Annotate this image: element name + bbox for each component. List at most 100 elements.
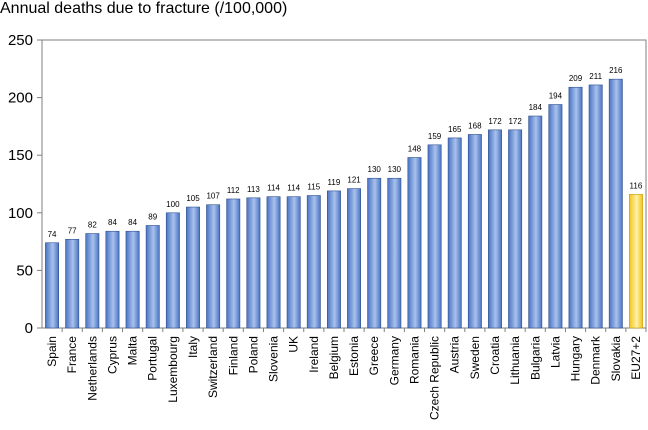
data-label: 74	[48, 230, 57, 239]
bar-switzerland	[206, 204, 221, 329]
data-label: 121	[347, 176, 361, 185]
x-tick-label: Germany	[387, 336, 401, 385]
bar-greece	[367, 177, 382, 329]
x-tick-label: Slovenia	[267, 336, 281, 382]
data-label: 130	[388, 165, 402, 174]
data-label: 107	[206, 192, 220, 201]
y-tick-label: 250	[8, 32, 33, 49]
y-tick-label: 150	[8, 147, 33, 164]
bar-italy	[186, 206, 200, 329]
data-label: 112	[227, 186, 240, 195]
bar-eu27-2	[628, 194, 643, 329]
bar-czech-republic	[427, 144, 442, 329]
bar-slovakia	[608, 78, 623, 329]
bar-luxembourg	[165, 212, 180, 329]
bar-poland	[246, 197, 261, 329]
x-tick-label: Lithuania	[508, 336, 522, 385]
x-tick-label: Finland	[226, 336, 240, 375]
bar-spain	[45, 242, 60, 329]
axes: 0 50 100 150 200 250	[8, 32, 647, 337]
bar-bulgaria	[528, 115, 543, 329]
x-tick-label: Romania	[407, 336, 421, 384]
data-label: 211	[589, 72, 602, 81]
x-tick-label: Switzerland	[206, 336, 220, 398]
x-tick-label: Denmark	[589, 335, 603, 385]
data-label: 115	[307, 183, 320, 192]
data-label: 209	[569, 74, 583, 83]
bar-estonia	[347, 188, 362, 329]
x-tick-label: Poland	[246, 336, 260, 373]
bar-portugal	[145, 225, 160, 329]
bar-cyprus	[105, 230, 120, 329]
data-label: 165	[448, 125, 462, 134]
x-tick-label: Luxembourg	[166, 336, 180, 403]
data-label: 130	[368, 165, 382, 174]
bar-hungary	[568, 86, 583, 329]
x-tick-label: Bulgaria	[528, 336, 542, 380]
bar-lithuania	[508, 129, 523, 329]
bar-romania	[407, 157, 422, 329]
bar-netherlands	[85, 233, 100, 329]
x-tick-label: Greece	[367, 336, 381, 376]
bar-finland	[226, 198, 241, 329]
bar-ireland	[306, 195, 321, 329]
x-tick-label: Italy	[186, 336, 200, 358]
y-tick-label: 200	[8, 90, 33, 107]
y-tick-label: 0	[25, 320, 33, 337]
bar-belgium	[326, 190, 341, 329]
data-label: 168	[468, 121, 482, 130]
x-tick-label: Czech Republic	[428, 336, 442, 420]
bar-uk	[286, 196, 301, 329]
bars	[45, 78, 643, 329]
bar-croatia	[488, 129, 502, 329]
data-label: 89	[148, 212, 157, 221]
y-tick-label: 100	[8, 205, 33, 222]
x-tick-label: Netherlands	[85, 336, 99, 401]
x-tick-label: Cyprus	[105, 336, 119, 374]
x-tick-label: UK	[287, 336, 301, 353]
data-label: 100	[166, 200, 180, 209]
x-tick-label: EU27+2	[629, 336, 643, 380]
data-label: 194	[549, 92, 563, 101]
x-tick-label: France	[65, 336, 79, 374]
data-label: 119	[328, 178, 341, 187]
data-label: 148	[408, 145, 422, 154]
bar-germany	[387, 177, 402, 329]
bar-latvia	[548, 104, 563, 329]
data-label: 114	[287, 184, 300, 193]
data-label: 84	[128, 218, 137, 227]
bar-sweden	[467, 134, 482, 329]
x-tick-label: Slovakia	[609, 336, 623, 382]
data-label: 172	[488, 117, 502, 126]
x-tick-label: Belgium	[327, 336, 341, 379]
x-tick-label: Estonia	[347, 336, 361, 376]
data-label: 184	[529, 103, 543, 112]
data-label: 116	[630, 181, 643, 190]
x-tick-label: Portugal	[146, 336, 160, 381]
x-tick-label: Sweden	[468, 336, 482, 379]
y-tick-label: 50	[16, 262, 33, 279]
x-tick-label: Malta	[126, 336, 140, 366]
data-label: 159	[428, 132, 442, 141]
data-label: 113	[247, 185, 260, 194]
bar-austria	[447, 137, 462, 329]
data-label: 105	[186, 194, 200, 203]
bar-denmark	[588, 84, 603, 329]
labels: 74 Spain 77 France 82 Netherlands 84 Cyprus 84 Ma…	[45, 66, 643, 420]
data-label: 77	[68, 226, 77, 235]
data-label: 82	[88, 221, 97, 230]
data-label: 114	[267, 184, 280, 193]
data-label: 216	[609, 66, 623, 75]
data-label: 84	[108, 218, 117, 227]
bar-slovenia	[266, 196, 281, 329]
x-tick-label: Austria	[448, 336, 462, 374]
x-tick-label: Latvia	[548, 336, 562, 368]
data-label: 172	[508, 117, 522, 126]
bar-malta	[125, 230, 140, 329]
x-tick-label: Hungary	[569, 336, 583, 381]
x-tick-label: Croatia	[488, 336, 502, 375]
x-tick-label: Spain	[45, 336, 59, 367]
x-tick-label: Ireland	[307, 336, 321, 373]
chart-title: Annual deaths due to fracture (/100,000)	[0, 0, 288, 17]
